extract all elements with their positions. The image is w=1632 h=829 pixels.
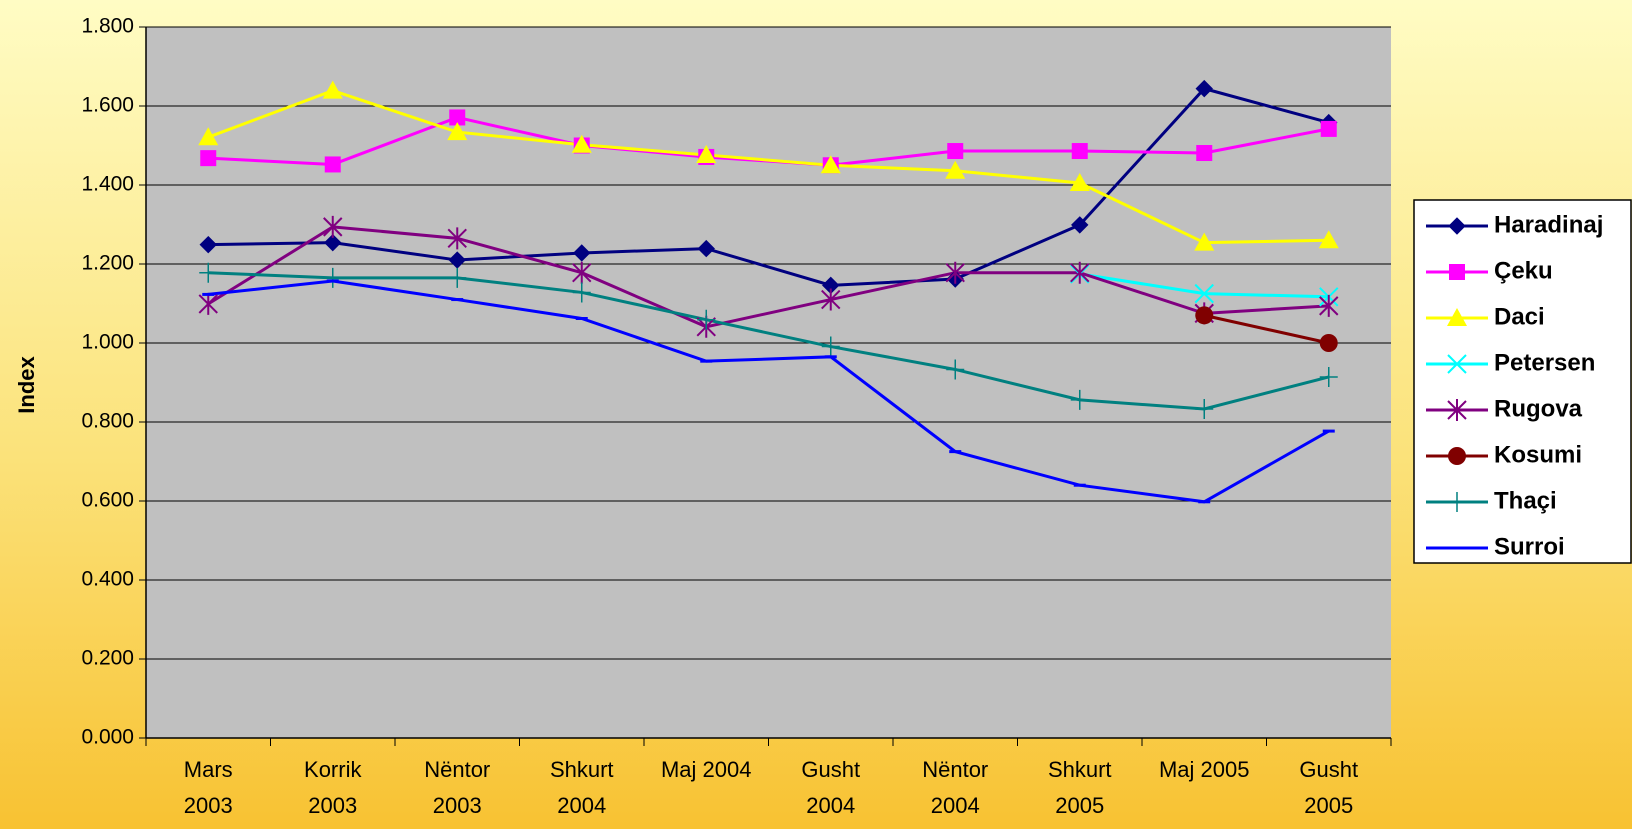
data-point (198, 292, 218, 315)
data-point (324, 156, 341, 173)
data-point (1195, 79, 1213, 98)
data-point (322, 80, 343, 99)
y-tick-label: 1.000 (81, 331, 134, 354)
data-point (1195, 398, 1214, 419)
legend-label: Surroi (1494, 533, 1565, 560)
x-tick-label: Nëntor 2004 (922, 757, 989, 818)
data-point (947, 143, 964, 160)
series-line (207, 89, 1329, 245)
series-line (207, 225, 1329, 329)
legend-label: Kosumi (1494, 441, 1582, 468)
data-point (1319, 366, 1338, 387)
data-point (449, 109, 466, 126)
x-tick-label: Shkurt 2004 (549, 757, 614, 818)
data-point (323, 267, 342, 288)
data-point (1071, 216, 1089, 234)
data-point (572, 282, 591, 303)
y-tick-label: 0.400 (81, 568, 134, 591)
legend-label: Petersen (1494, 349, 1595, 376)
data-point (696, 144, 717, 163)
legend-marker (1448, 492, 1466, 512)
x-tick-label: Maj 2004 (660, 757, 752, 782)
series-line (208, 279, 1330, 504)
x-tick-label: Shkurt 2005 (1047, 757, 1112, 818)
data-point (200, 150, 217, 167)
y-tick-label: 0.800 (81, 410, 134, 433)
data-point (323, 215, 343, 238)
data-point (697, 239, 715, 258)
legend-marker (1447, 308, 1467, 326)
data-point (820, 155, 841, 174)
data-point (198, 127, 219, 146)
y-tick-label: 1.800 (81, 15, 134, 38)
data-point (946, 359, 965, 380)
legend-label: Rugova (1494, 395, 1583, 422)
y-tick-label: 1.400 (81, 173, 134, 196)
x-tick-label: Gusht 2005 (1299, 757, 1359, 818)
data-point (1194, 283, 1214, 304)
y-tick-label: 0.000 (81, 726, 134, 749)
data-point (697, 309, 716, 330)
series-line (208, 86, 1330, 287)
legend-marker (1449, 264, 1465, 280)
data-point (448, 267, 467, 288)
legend-marker (1447, 399, 1467, 421)
data-point (1319, 334, 1338, 352)
legend-label: Haradinaj (1494, 211, 1603, 238)
x-tick-label: Gusht 2004 (801, 757, 861, 818)
data-point (821, 336, 840, 357)
y-axis-label: Index (14, 356, 39, 414)
y-tick-label: 0.200 (81, 647, 134, 670)
data-point (1320, 120, 1337, 137)
x-tick-label: Maj 2005 (1158, 757, 1250, 782)
data-point (1318, 230, 1339, 249)
legend-label: Thaçi (1494, 487, 1557, 514)
data-point (324, 233, 342, 252)
x-tick-label: Korrik 2003 (304, 757, 362, 818)
legend-marker (1448, 447, 1466, 465)
data-point (1194, 232, 1215, 251)
y-tick-label: 1.600 (81, 94, 134, 117)
data-point (1196, 145, 1213, 162)
x-tick-label: Mars 2003 (183, 757, 233, 818)
data-point (1319, 294, 1339, 317)
legend-label: Çeku (1494, 257, 1553, 284)
series-line (1203, 313, 1330, 345)
data-point (945, 160, 966, 179)
data-point (199, 262, 218, 283)
data-point (821, 288, 841, 311)
plot-area (146, 27, 1391, 738)
data-point (573, 244, 591, 262)
data-point (1070, 389, 1089, 410)
data-point (1195, 306, 1214, 325)
x-tick-label: Nëntor 2003 (424, 757, 491, 818)
data-point (447, 122, 468, 141)
data-point (1071, 143, 1088, 160)
series-line (208, 271, 1330, 411)
data-point (572, 261, 592, 284)
y-tick-label: 0.600 (81, 489, 134, 512)
data-point (447, 227, 467, 250)
data-point (1070, 261, 1090, 284)
legend-marker (1447, 354, 1467, 374)
data-point (199, 235, 217, 254)
data-point (571, 134, 592, 153)
data-point (945, 261, 965, 284)
legend-label: Daci (1494, 303, 1545, 330)
legend-marker (1448, 217, 1466, 235)
data-point (1069, 173, 1090, 192)
y-tick-label: 1.200 (81, 252, 134, 275)
